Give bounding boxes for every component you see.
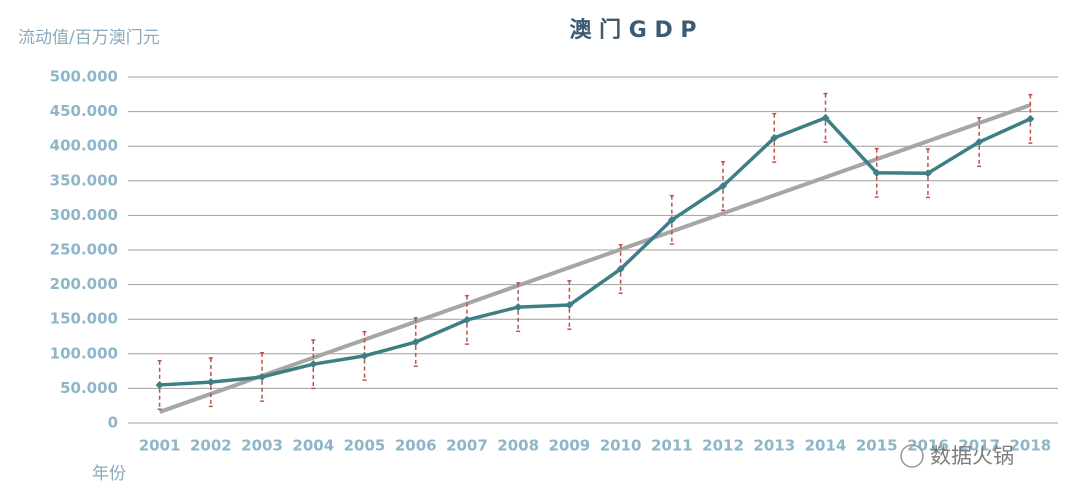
x-tick-label: 2013 xyxy=(753,437,795,455)
x-tick-label: 2002 xyxy=(190,437,232,455)
data-line xyxy=(159,116,1032,387)
point-marker xyxy=(206,378,215,387)
x-tick-label: 2014 xyxy=(805,437,847,455)
x-tick-label: 2005 xyxy=(344,437,386,455)
y-tick-label: 100.000 xyxy=(50,344,118,362)
point-marker xyxy=(872,168,881,177)
x-tick-label: 2006 xyxy=(395,437,437,455)
y-tick-label: 450.000 xyxy=(50,102,118,120)
y-tick-label: 300.000 xyxy=(50,206,118,224)
x-tick-label: 2001 xyxy=(139,437,181,455)
x-tick-label: 2015 xyxy=(856,437,898,455)
x-axis-label: 年份 xyxy=(92,464,126,484)
point-marker xyxy=(565,301,574,310)
x-tick-label: 2010 xyxy=(600,437,642,455)
point-marker xyxy=(514,303,523,312)
y-tick-label: 400.000 xyxy=(50,137,118,155)
x-tick-label: 2003 xyxy=(241,437,283,455)
point-marker xyxy=(923,169,932,178)
y-tick-label: 350.000 xyxy=(50,171,118,189)
y-tick-label: 200.000 xyxy=(50,275,118,293)
x-tick-label: 2016 xyxy=(907,437,949,455)
trendline xyxy=(158,103,1032,414)
point-marker xyxy=(360,351,369,360)
y-tick-label: 0 xyxy=(108,414,118,432)
point-marker xyxy=(258,372,267,381)
y-tick-label: 500.000 xyxy=(50,68,118,86)
point-marker xyxy=(821,113,830,122)
point-marker xyxy=(309,360,318,369)
point-marker xyxy=(719,181,728,190)
y-axis-label: 流动值/百万澳门元 xyxy=(18,28,160,48)
watermark-icon xyxy=(900,444,924,468)
point-marker xyxy=(616,265,625,274)
point-marker xyxy=(770,133,779,142)
point-marker xyxy=(975,138,984,147)
x-tick-label: 2007 xyxy=(446,437,488,455)
y-tick-label: 50.000 xyxy=(60,379,118,397)
point-marker xyxy=(155,380,164,389)
x-tick-label: 2004 xyxy=(292,437,334,455)
point-marker xyxy=(667,215,676,224)
x-tick-label: 2012 xyxy=(702,437,744,455)
y-tick-label: 250.000 xyxy=(50,241,118,259)
x-tick-label: 2018 xyxy=(1010,437,1052,455)
watermark: 数据火锅 xyxy=(930,444,1014,468)
x-tick-label: 2011 xyxy=(651,437,693,455)
point-marker xyxy=(462,315,471,324)
point-marker xyxy=(1026,114,1035,123)
x-tick-label: 2009 xyxy=(549,437,591,455)
chart-title: 澳 门 G D P xyxy=(569,17,696,43)
x-tick-label: 2017 xyxy=(958,437,1000,455)
x-tick-label: 2008 xyxy=(497,437,539,455)
point-marker xyxy=(411,338,420,347)
y-tick-label: 150.000 xyxy=(50,310,118,328)
